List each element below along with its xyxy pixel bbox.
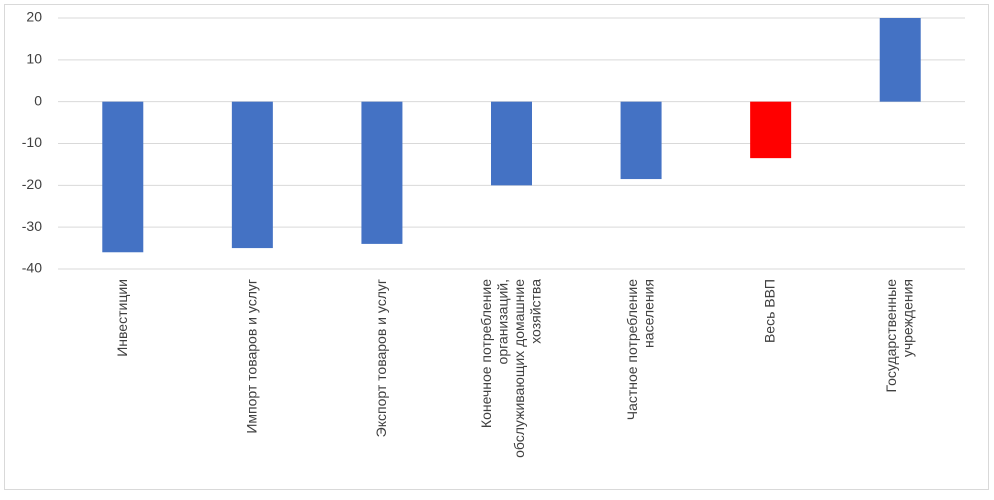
- y-tick-label: 10: [26, 51, 42, 67]
- bar: [361, 101, 403, 244]
- x-tick-label: Конечное потреблениеорганизаций,обслужив…: [477, 279, 543, 458]
- bar: [620, 101, 662, 180]
- bar: [491, 101, 532, 186]
- bar: [750, 101, 792, 159]
- chart-frame: [4, 4, 989, 490]
- bar: [879, 18, 921, 102]
- x-tick-label: Инвестиции: [113, 279, 129, 357]
- y-tick-label: -40: [22, 260, 42, 276]
- y-tick-label: 20: [26, 9, 42, 25]
- x-tick-label: Экспорт товаров и услуг: [373, 279, 389, 437]
- y-tick-label: -20: [22, 176, 42, 192]
- x-tick-label: Частное потреблениенаселения: [624, 279, 657, 421]
- y-tick-label: -10: [22, 134, 42, 150]
- x-tick-label: Весь ВВП: [761, 279, 777, 343]
- y-tick-label: 0: [34, 92, 42, 108]
- bar: [231, 101, 273, 249]
- bar: [102, 101, 144, 253]
- x-tick-label: Импорт товаров и услуг: [243, 279, 259, 434]
- x-tick-label: Государственныеучреждения: [883, 279, 916, 393]
- y-tick-label: -30: [22, 218, 42, 234]
